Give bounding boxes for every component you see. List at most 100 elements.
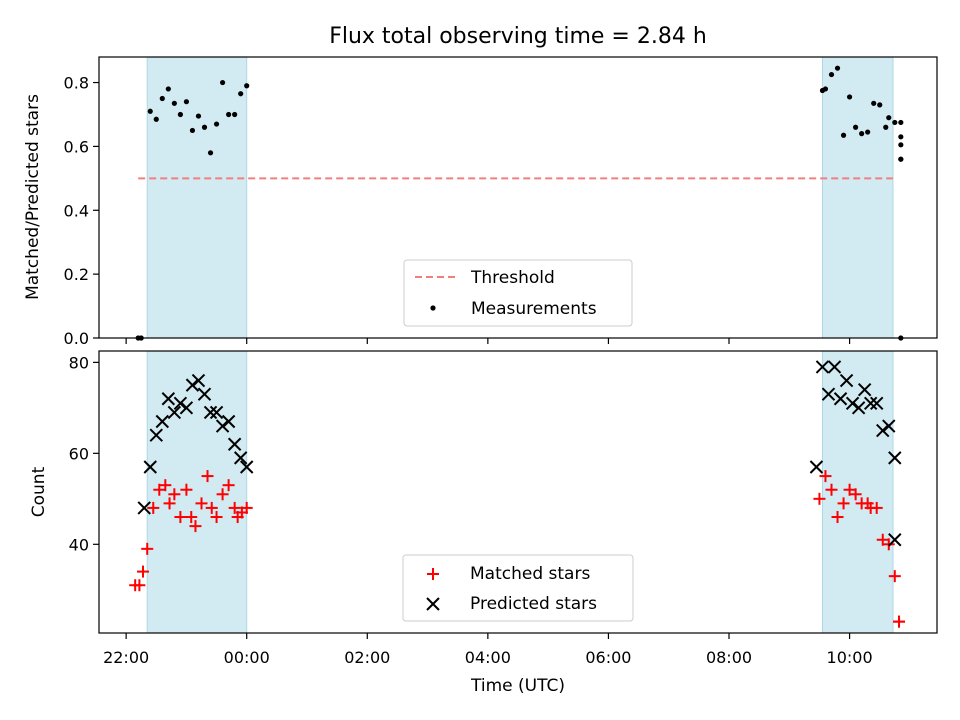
measurement-point <box>147 108 153 114</box>
matched-star-point <box>163 497 176 510</box>
matched-star-point <box>870 501 883 514</box>
matched-star-point <box>843 483 856 496</box>
top-y-tick-label: 0.8 <box>64 74 89 93</box>
matched-star-point <box>222 479 235 492</box>
predicted-star-point <box>185 378 200 392</box>
predicted-star-point <box>179 401 194 415</box>
bottom-y-tick-label: 40 <box>69 535 89 554</box>
matched-star-point <box>189 520 202 533</box>
threshold-legend-label: Threshold <box>470 268 555 288</box>
predicted-star-point <box>833 392 848 406</box>
top-axes-frame <box>98 56 938 339</box>
measurement-point <box>238 91 244 97</box>
bottom-y-axis-label: Count <box>29 466 49 517</box>
predicted-star-point <box>167 405 182 420</box>
measurement-point <box>871 100 877 106</box>
x-tick-label: 06:00 <box>585 648 631 667</box>
bottom-axes-frame <box>98 350 938 634</box>
matched-star-point <box>137 565 150 578</box>
matched-star-point <box>825 483 838 496</box>
predicted-stars-series <box>137 360 902 547</box>
predicted-star-point <box>137 501 151 515</box>
predicted-star-point <box>815 360 830 374</box>
predicted-star-point <box>155 414 170 429</box>
measurement-point <box>859 131 865 137</box>
measurement-point <box>898 142 904 148</box>
predicted-star-point <box>143 460 157 474</box>
chart-title: Flux total observing time = 2.84 h <box>329 24 707 49</box>
matched-star-point <box>210 511 223 524</box>
matched-legend-label: Matched stars <box>470 564 590 584</box>
measurements-legend-marker <box>430 305 436 311</box>
x-axis-label: Time (UTC) <box>470 676 565 696</box>
measurement-point <box>877 102 883 108</box>
matched-star-point <box>849 488 862 501</box>
predicted-star-point <box>882 419 896 433</box>
matched-star-point <box>168 488 181 501</box>
measurement-point <box>165 86 171 92</box>
predicted-star-point <box>203 405 218 420</box>
measurement-point <box>898 134 904 140</box>
matched-star-point <box>185 511 198 524</box>
matched-legend-marker <box>427 568 439 580</box>
top-panel: 0.00.20.40.60.8 Matched/Predicted stars … <box>23 56 938 348</box>
predicted-star-point <box>809 460 824 474</box>
x-tick-label: 10:00 <box>827 648 873 667</box>
measurement-point <box>883 124 889 130</box>
matched-star-point <box>174 511 187 524</box>
x-tick-label: 22:00 <box>103 648 149 667</box>
predicted-star-point <box>209 405 224 420</box>
top-y-tick-label: 0.4 <box>64 201 89 220</box>
predicted-star-point <box>227 437 242 451</box>
measurements-series <box>135 65 904 341</box>
measurement-point <box>822 86 829 92</box>
measurement-point <box>177 111 183 118</box>
predicted-legend-marker <box>426 597 440 611</box>
observing-band <box>146 350 248 634</box>
x-tick-label: 08:00 <box>706 648 752 667</box>
measurement-point <box>226 111 232 118</box>
predicted-star-point <box>857 382 872 397</box>
predicted-star-point <box>197 387 212 401</box>
bottom-legend-box <box>402 554 634 622</box>
measurements-legend-label: Measurements <box>471 299 597 319</box>
predicted-star-point <box>161 392 176 406</box>
matched-star-point <box>180 483 193 496</box>
predicted-star-point <box>149 428 163 442</box>
top-y-tick-label: 0.0 <box>64 329 89 348</box>
measurement-point <box>244 83 250 89</box>
predicted-star-point <box>233 451 248 465</box>
bottom-panel: 40 60 80 22:00 00:00 02:00 04:00 06:00 08:00 10:… <box>29 350 938 696</box>
matched-star-point <box>819 470 832 483</box>
measurement-point <box>153 116 159 122</box>
observing-band <box>821 56 894 339</box>
x-tick-label: 04:00 <box>465 648 511 667</box>
measurement-point <box>892 119 898 126</box>
predicted-star-point <box>827 360 842 374</box>
measurement-point <box>159 95 165 102</box>
bottom-y-tick-label: 60 <box>69 444 89 463</box>
matched-star-point <box>831 511 844 524</box>
bottom-y-axis: 40 60 80 <box>69 353 99 554</box>
top-x-ticks <box>125 338 851 344</box>
matched-star-point <box>147 501 160 514</box>
predicted-star-point <box>888 451 902 465</box>
matched-star-point <box>888 570 901 583</box>
matched-star-point <box>201 470 214 483</box>
predicted-star-point <box>215 419 230 433</box>
measurement-point <box>828 71 835 78</box>
predicted-star-point <box>821 387 836 401</box>
measurement-point <box>840 132 847 138</box>
measurement-point <box>219 79 226 86</box>
measurement-point <box>853 124 859 130</box>
bottom-x-axis: 22:00 00:00 02:00 04:00 06:00 08:00 10:00 <box>103 633 873 667</box>
measurement-point <box>183 99 190 105</box>
top-y-axis: 0.0 0.2 0.4 0.6 0.8 <box>64 74 99 348</box>
matched-star-point <box>228 501 241 514</box>
observing-band <box>146 56 248 339</box>
measurement-point <box>898 119 904 126</box>
top-y-tick-label: 0.6 <box>64 137 89 156</box>
measurement-point <box>171 100 177 106</box>
matched-star-point <box>205 501 218 514</box>
top-y-tick-label: 0.2 <box>64 265 89 284</box>
